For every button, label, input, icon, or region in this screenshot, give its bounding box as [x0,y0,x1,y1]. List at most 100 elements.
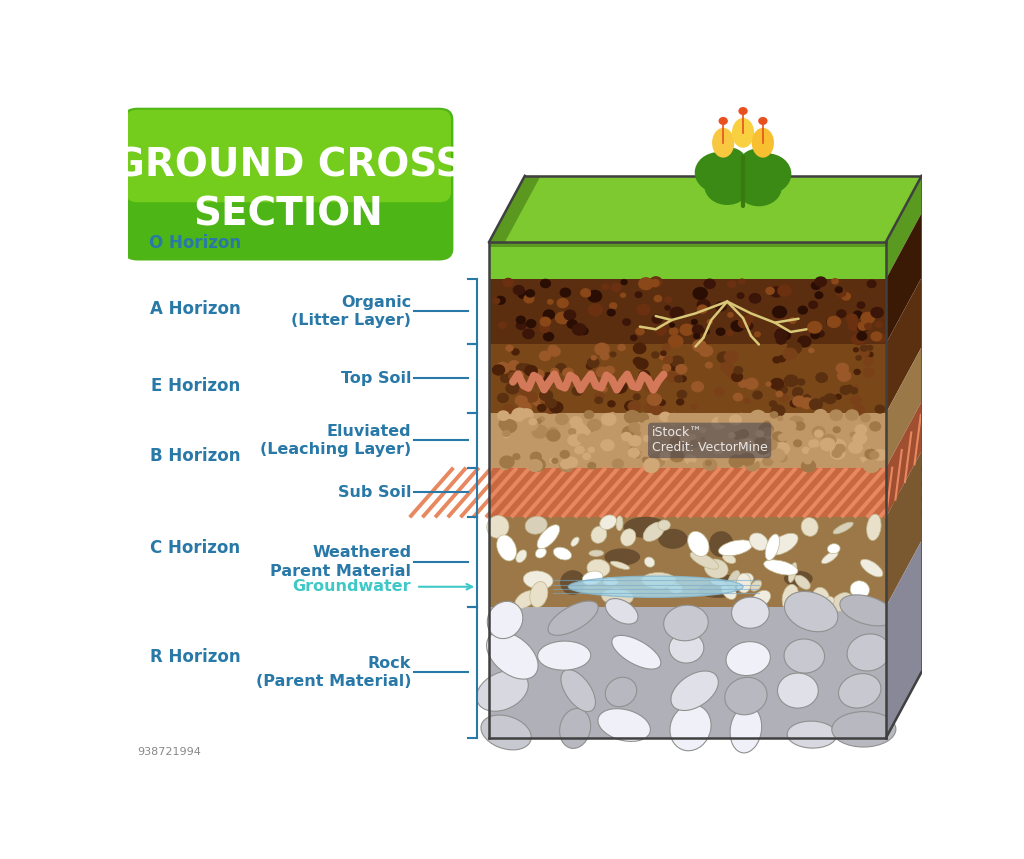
Circle shape [865,449,877,459]
Circle shape [759,118,767,125]
Circle shape [525,366,538,375]
Circle shape [814,410,827,420]
Ellipse shape [723,554,736,564]
Circle shape [548,300,553,304]
Circle shape [629,423,640,432]
Circle shape [644,459,659,471]
Ellipse shape [621,529,636,546]
Circle shape [524,295,534,303]
Circle shape [670,308,684,319]
Circle shape [635,454,640,458]
Circle shape [792,347,798,351]
Circle shape [740,149,775,179]
Circle shape [529,459,545,472]
Circle shape [715,387,724,396]
Ellipse shape [486,515,509,539]
Circle shape [822,435,836,446]
Circle shape [677,399,684,405]
Ellipse shape [525,516,547,534]
Circle shape [740,453,755,466]
Circle shape [526,320,536,327]
Circle shape [869,422,881,431]
Circle shape [787,342,802,354]
Circle shape [660,460,666,464]
Circle shape [798,336,811,347]
Circle shape [541,397,549,404]
FancyBboxPatch shape [123,107,454,260]
Circle shape [659,412,671,421]
Ellipse shape [570,537,580,546]
Circle shape [793,390,801,397]
Circle shape [876,405,885,413]
Circle shape [836,394,842,399]
Circle shape [610,412,615,417]
Circle shape [710,455,716,460]
Circle shape [556,313,569,324]
Circle shape [803,448,809,454]
Circle shape [509,427,524,440]
Circle shape [588,358,599,368]
Ellipse shape [728,570,740,588]
Circle shape [809,448,822,460]
Circle shape [831,278,839,284]
Circle shape [697,305,708,314]
Circle shape [544,402,558,413]
Circle shape [537,419,541,423]
Text: A Horizon: A Horizon [151,301,241,319]
Ellipse shape [840,594,895,626]
Circle shape [521,364,531,373]
Circle shape [602,283,608,289]
Circle shape [635,431,640,436]
Circle shape [863,460,880,472]
Polygon shape [886,347,922,467]
Circle shape [692,340,707,351]
Circle shape [871,308,884,318]
Ellipse shape [497,535,516,561]
Circle shape [585,411,594,418]
Circle shape [860,345,867,351]
Ellipse shape [642,573,676,588]
Circle shape [725,421,730,425]
Circle shape [657,453,668,461]
Circle shape [637,304,650,315]
Circle shape [639,370,649,380]
Circle shape [842,293,850,300]
Circle shape [655,326,667,335]
Circle shape [509,371,519,381]
Circle shape [738,430,749,438]
Circle shape [588,304,602,315]
Ellipse shape [866,514,881,540]
Circle shape [629,448,639,457]
Circle shape [851,387,858,393]
Circle shape [556,414,568,424]
Circle shape [663,364,671,371]
Circle shape [811,332,819,338]
Circle shape [658,399,666,405]
Circle shape [643,420,654,430]
Circle shape [793,387,803,396]
Circle shape [779,394,788,402]
Circle shape [739,107,748,114]
Circle shape [715,454,722,461]
Ellipse shape [671,671,719,710]
Circle shape [729,455,743,467]
Circle shape [719,118,727,125]
Circle shape [743,154,791,193]
Ellipse shape [644,557,654,567]
Circle shape [605,367,614,375]
Ellipse shape [821,551,839,564]
Circle shape [762,458,774,467]
Circle shape [595,344,609,355]
Circle shape [690,441,698,448]
Circle shape [771,379,783,389]
Circle shape [712,417,726,429]
Circle shape [541,279,551,288]
Circle shape [652,315,663,323]
Circle shape [548,428,558,436]
Circle shape [595,397,602,404]
Circle shape [859,349,869,357]
Circle shape [721,362,733,373]
Circle shape [513,454,520,460]
Circle shape [830,439,846,452]
Circle shape [772,307,786,318]
